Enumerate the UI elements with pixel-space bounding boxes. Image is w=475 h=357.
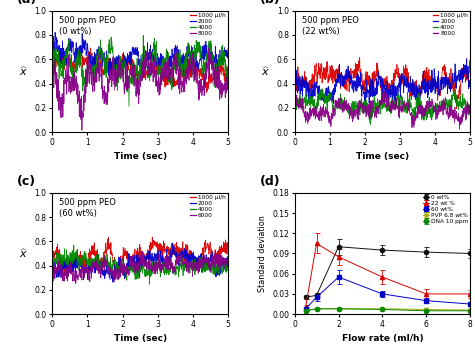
Text: (c): (c) xyxy=(17,175,36,188)
Text: 500 ppm PEO
(22 wt%): 500 ppm PEO (22 wt%) xyxy=(302,16,359,36)
Text: (d): (d) xyxy=(259,175,280,188)
Y-axis label: $\widehat{x}$: $\widehat{x}$ xyxy=(261,65,271,78)
X-axis label: Time (sec): Time (sec) xyxy=(114,152,167,161)
Y-axis label: $\widehat{x}$: $\widehat{x}$ xyxy=(19,65,28,78)
X-axis label: Time (sec): Time (sec) xyxy=(356,152,409,161)
Legend: 1000 μl/h, 2000, 4000, 8000: 1000 μl/h, 2000, 4000, 8000 xyxy=(432,12,468,36)
Y-axis label: Standard deviation: Standard deviation xyxy=(257,215,266,292)
Text: (b): (b) xyxy=(259,0,280,6)
Text: 500 ppm PEO
(60 wt%): 500 ppm PEO (60 wt%) xyxy=(59,198,116,218)
Legend: 0 wt%, 22 wt %, 60 wt%, PVP 6.8 wt%, DNA 10 ppm: 0 wt%, 22 wt %, 60 wt%, PVP 6.8 wt%, DNA… xyxy=(422,195,468,225)
X-axis label: Time (sec): Time (sec) xyxy=(114,334,167,343)
Text: 500 ppm PEO
(0 wt%): 500 ppm PEO (0 wt%) xyxy=(59,16,116,36)
Y-axis label: $\widehat{x}$: $\widehat{x}$ xyxy=(19,247,28,260)
X-axis label: Flow rate (ml/h): Flow rate (ml/h) xyxy=(342,334,423,343)
Legend: 1000 μl/h, 2000, 4000, 6000: 1000 μl/h, 2000, 4000, 6000 xyxy=(190,195,226,218)
Text: (a): (a) xyxy=(17,0,38,6)
Legend: 1000 μl/h, 2000, 4000, 8000: 1000 μl/h, 2000, 4000, 8000 xyxy=(190,12,226,36)
